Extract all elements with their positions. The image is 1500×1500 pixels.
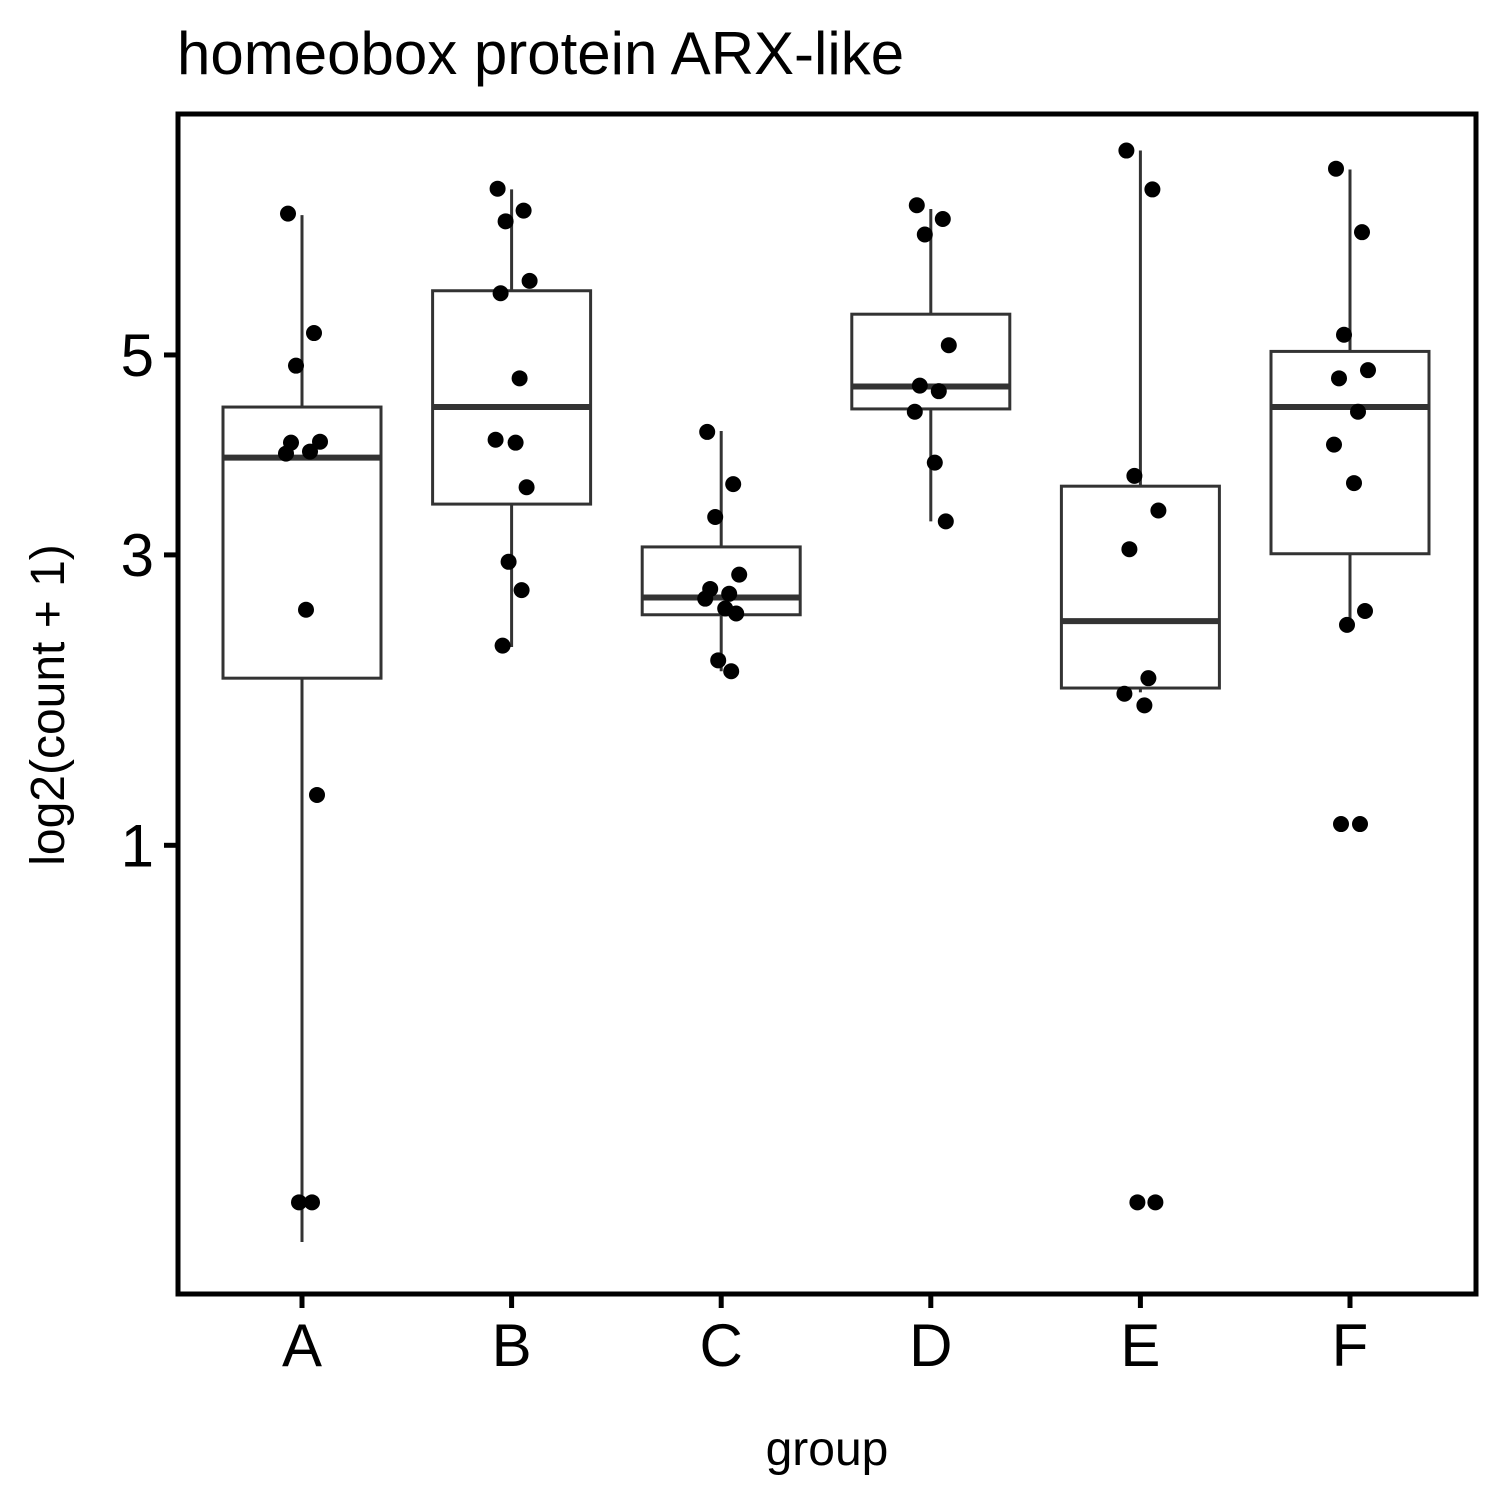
box-C: [640, 430, 802, 672]
x-tick-label-B: B: [492, 1312, 532, 1379]
data-point-B: [492, 285, 509, 302]
data-point-B: [487, 431, 504, 448]
data-point-A: [302, 443, 318, 460]
data-point-B: [511, 370, 528, 387]
data-point-D: [934, 211, 951, 228]
data-point-A: [312, 433, 328, 450]
data-point-B: [518, 479, 535, 496]
data-point-C: [721, 585, 738, 602]
box-D: [850, 209, 1012, 522]
data-point-A: [309, 786, 325, 803]
chart-title: homeobox protein ARX-like: [177, 20, 904, 87]
iqr-box-D: [850, 312, 1012, 411]
data-point-F: [1350, 403, 1366, 420]
data-point-E: [1144, 181, 1161, 198]
y-axis-title: log2(count + 1): [22, 544, 75, 866]
data-point-F: [1346, 475, 1362, 492]
data-point-A: [278, 445, 294, 462]
data-point-A: [298, 601, 314, 618]
data-point-E: [1121, 541, 1138, 558]
data-point-B: [515, 202, 532, 219]
data-point-E: [1126, 467, 1143, 484]
data-point-D: [911, 377, 928, 394]
data-point-A: [304, 1194, 320, 1211]
data-point-B: [521, 272, 538, 289]
data-point-A: [280, 205, 296, 222]
data-point-C: [707, 509, 724, 526]
data-point-E: [1136, 697, 1153, 714]
data-point-F: [1357, 603, 1373, 620]
data-point-B: [513, 582, 530, 599]
x-tick-label-C: C: [700, 1312, 743, 1379]
data-point-D: [940, 337, 957, 354]
plot-panel-border: [175, 111, 1479, 1297]
data-point-C: [699, 423, 716, 440]
data-point-D: [937, 513, 954, 530]
y-tick-label-1: 1: [121, 812, 154, 879]
data-point-F: [1354, 224, 1370, 241]
data-point-D: [926, 454, 943, 471]
data-point-B: [497, 213, 514, 230]
data-point-E: [1129, 1194, 1146, 1211]
iqr-box-B: [431, 289, 593, 506]
box-F: [1269, 169, 1431, 628]
x-tick-label-E: E: [1120, 1312, 1160, 1379]
data-point-D: [908, 197, 925, 214]
data-point-C: [731, 566, 748, 583]
x-axis: A B C D E F: [282, 1294, 1368, 1379]
data-point-C: [710, 652, 727, 669]
x-axis-title: group: [766, 1423, 889, 1476]
data-point-A: [306, 325, 322, 342]
data-point-F: [1331, 370, 1347, 387]
iqr-box-F: [1269, 349, 1431, 556]
data-point-D: [930, 383, 947, 400]
data-point-E: [1140, 670, 1157, 687]
data-point-F: [1336, 326, 1352, 343]
data-point-C: [725, 476, 742, 493]
box-B: [431, 189, 593, 647]
data-point-A: [291, 1194, 307, 1211]
data-point-F: [1339, 616, 1355, 633]
data-point-E: [1116, 685, 1133, 702]
box-A: [221, 215, 383, 1242]
data-point-F: [1352, 816, 1368, 833]
x-tick-label-D: D: [909, 1312, 952, 1379]
data-point-C: [728, 605, 745, 622]
data-point-D: [906, 403, 923, 420]
data-point-E: [1150, 502, 1167, 519]
iqr-box-A: [221, 405, 383, 680]
box-E: [1059, 150, 1221, 693]
boxes-layer: [221, 150, 1431, 1242]
data-point-B: [500, 553, 517, 570]
y-tick-label-5: 5: [121, 322, 154, 389]
data-point-D: [916, 226, 933, 243]
data-point-F: [1328, 160, 1344, 177]
data-point-F: [1326, 436, 1342, 453]
data-point-C: [697, 590, 714, 607]
iqr-box-E: [1059, 484, 1221, 690]
data-point-F: [1333, 816, 1349, 833]
data-point-B: [494, 637, 511, 654]
data-point-E: [1118, 142, 1135, 159]
y-tick-label-3: 3: [121, 522, 154, 589]
data-point-B: [489, 180, 506, 197]
data-point-E: [1147, 1194, 1164, 1211]
data-point-F: [1360, 362, 1376, 379]
data-point-C: [723, 663, 740, 680]
data-point-A: [288, 357, 304, 374]
points-layer: [278, 142, 1376, 1211]
x-tick-label-A: A: [282, 1312, 322, 1379]
x-tick-label-F: F: [1332, 1312, 1369, 1379]
data-point-B: [507, 434, 524, 451]
y-axis: 1 3 5: [121, 322, 178, 879]
